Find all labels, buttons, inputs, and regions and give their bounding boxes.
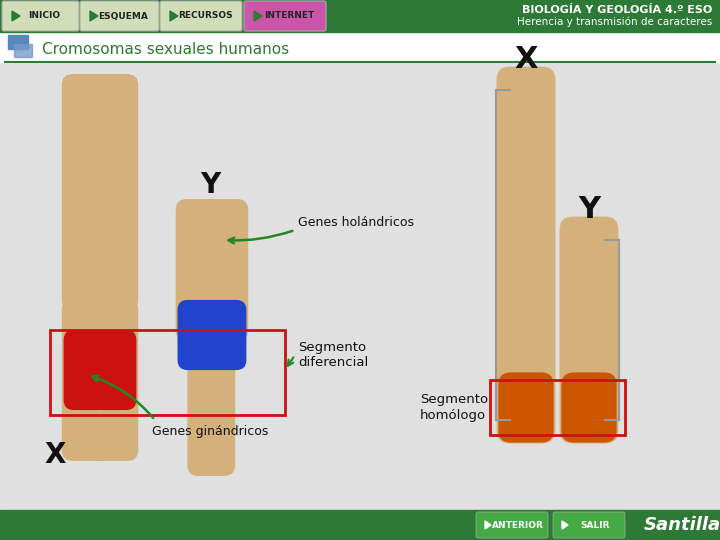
FancyBboxPatch shape bbox=[476, 512, 548, 538]
Text: Genes holándricos: Genes holándricos bbox=[298, 215, 414, 228]
Polygon shape bbox=[485, 521, 491, 529]
FancyBboxPatch shape bbox=[553, 512, 625, 538]
FancyBboxPatch shape bbox=[80, 1, 159, 31]
FancyBboxPatch shape bbox=[63, 330, 108, 410]
Text: ESQUEMA: ESQUEMA bbox=[99, 11, 148, 21]
FancyBboxPatch shape bbox=[176, 199, 223, 341]
FancyBboxPatch shape bbox=[200, 199, 248, 341]
Text: SALIR: SALIR bbox=[580, 521, 610, 530]
Text: X: X bbox=[45, 441, 66, 469]
Bar bbox=[0, 32, 720, 62]
Polygon shape bbox=[90, 11, 98, 21]
FancyBboxPatch shape bbox=[160, 1, 242, 31]
Text: ANTERIOR: ANTERIOR bbox=[492, 521, 544, 530]
Ellipse shape bbox=[63, 282, 136, 318]
FancyBboxPatch shape bbox=[498, 373, 554, 443]
FancyBboxPatch shape bbox=[178, 300, 222, 370]
Bar bbox=[0, 0, 720, 32]
Bar bbox=[8, 35, 28, 49]
FancyBboxPatch shape bbox=[91, 74, 138, 311]
Polygon shape bbox=[170, 11, 178, 21]
FancyBboxPatch shape bbox=[202, 300, 246, 370]
Polygon shape bbox=[12, 11, 20, 21]
Polygon shape bbox=[562, 521, 568, 529]
Text: RECURSOS: RECURSOS bbox=[178, 11, 233, 21]
Bar bbox=[14, 44, 32, 57]
Text: Herencia y transmisión de caracteres: Herencia y transmisión de caracteres bbox=[517, 17, 712, 27]
Text: BIOLOGÍA Y GEOLOGÍA 4.º ESO: BIOLOGÍA Y GEOLOGÍA 4.º ESO bbox=[522, 5, 712, 15]
Bar bbox=[490, 380, 625, 435]
FancyBboxPatch shape bbox=[559, 217, 618, 443]
Bar bbox=[50, 330, 285, 415]
FancyBboxPatch shape bbox=[92, 330, 136, 410]
Text: X: X bbox=[514, 45, 538, 75]
Ellipse shape bbox=[178, 313, 243, 347]
FancyBboxPatch shape bbox=[2, 1, 79, 31]
FancyBboxPatch shape bbox=[562, 373, 616, 443]
Bar bbox=[0, 510, 720, 540]
FancyBboxPatch shape bbox=[62, 74, 109, 311]
Polygon shape bbox=[254, 11, 262, 21]
Text: Segmento
homólogo: Segmento homólogo bbox=[420, 394, 488, 422]
Text: Santillana: Santillana bbox=[644, 516, 720, 534]
FancyBboxPatch shape bbox=[497, 66, 555, 443]
Text: INTERNET: INTERNET bbox=[264, 11, 314, 21]
FancyBboxPatch shape bbox=[62, 299, 109, 461]
FancyBboxPatch shape bbox=[187, 334, 235, 476]
Text: Genes ginándricos: Genes ginándricos bbox=[152, 426, 269, 438]
Text: INICIO: INICIO bbox=[28, 11, 60, 21]
Text: Segmento
diferencial: Segmento diferencial bbox=[298, 341, 368, 369]
Text: Cromosomas sexuales humanos: Cromosomas sexuales humanos bbox=[42, 42, 289, 57]
FancyBboxPatch shape bbox=[91, 299, 138, 461]
FancyBboxPatch shape bbox=[244, 1, 326, 31]
Text: Y: Y bbox=[578, 195, 600, 225]
Text: Y: Y bbox=[200, 171, 220, 199]
Bar bbox=[0, 62, 720, 510]
